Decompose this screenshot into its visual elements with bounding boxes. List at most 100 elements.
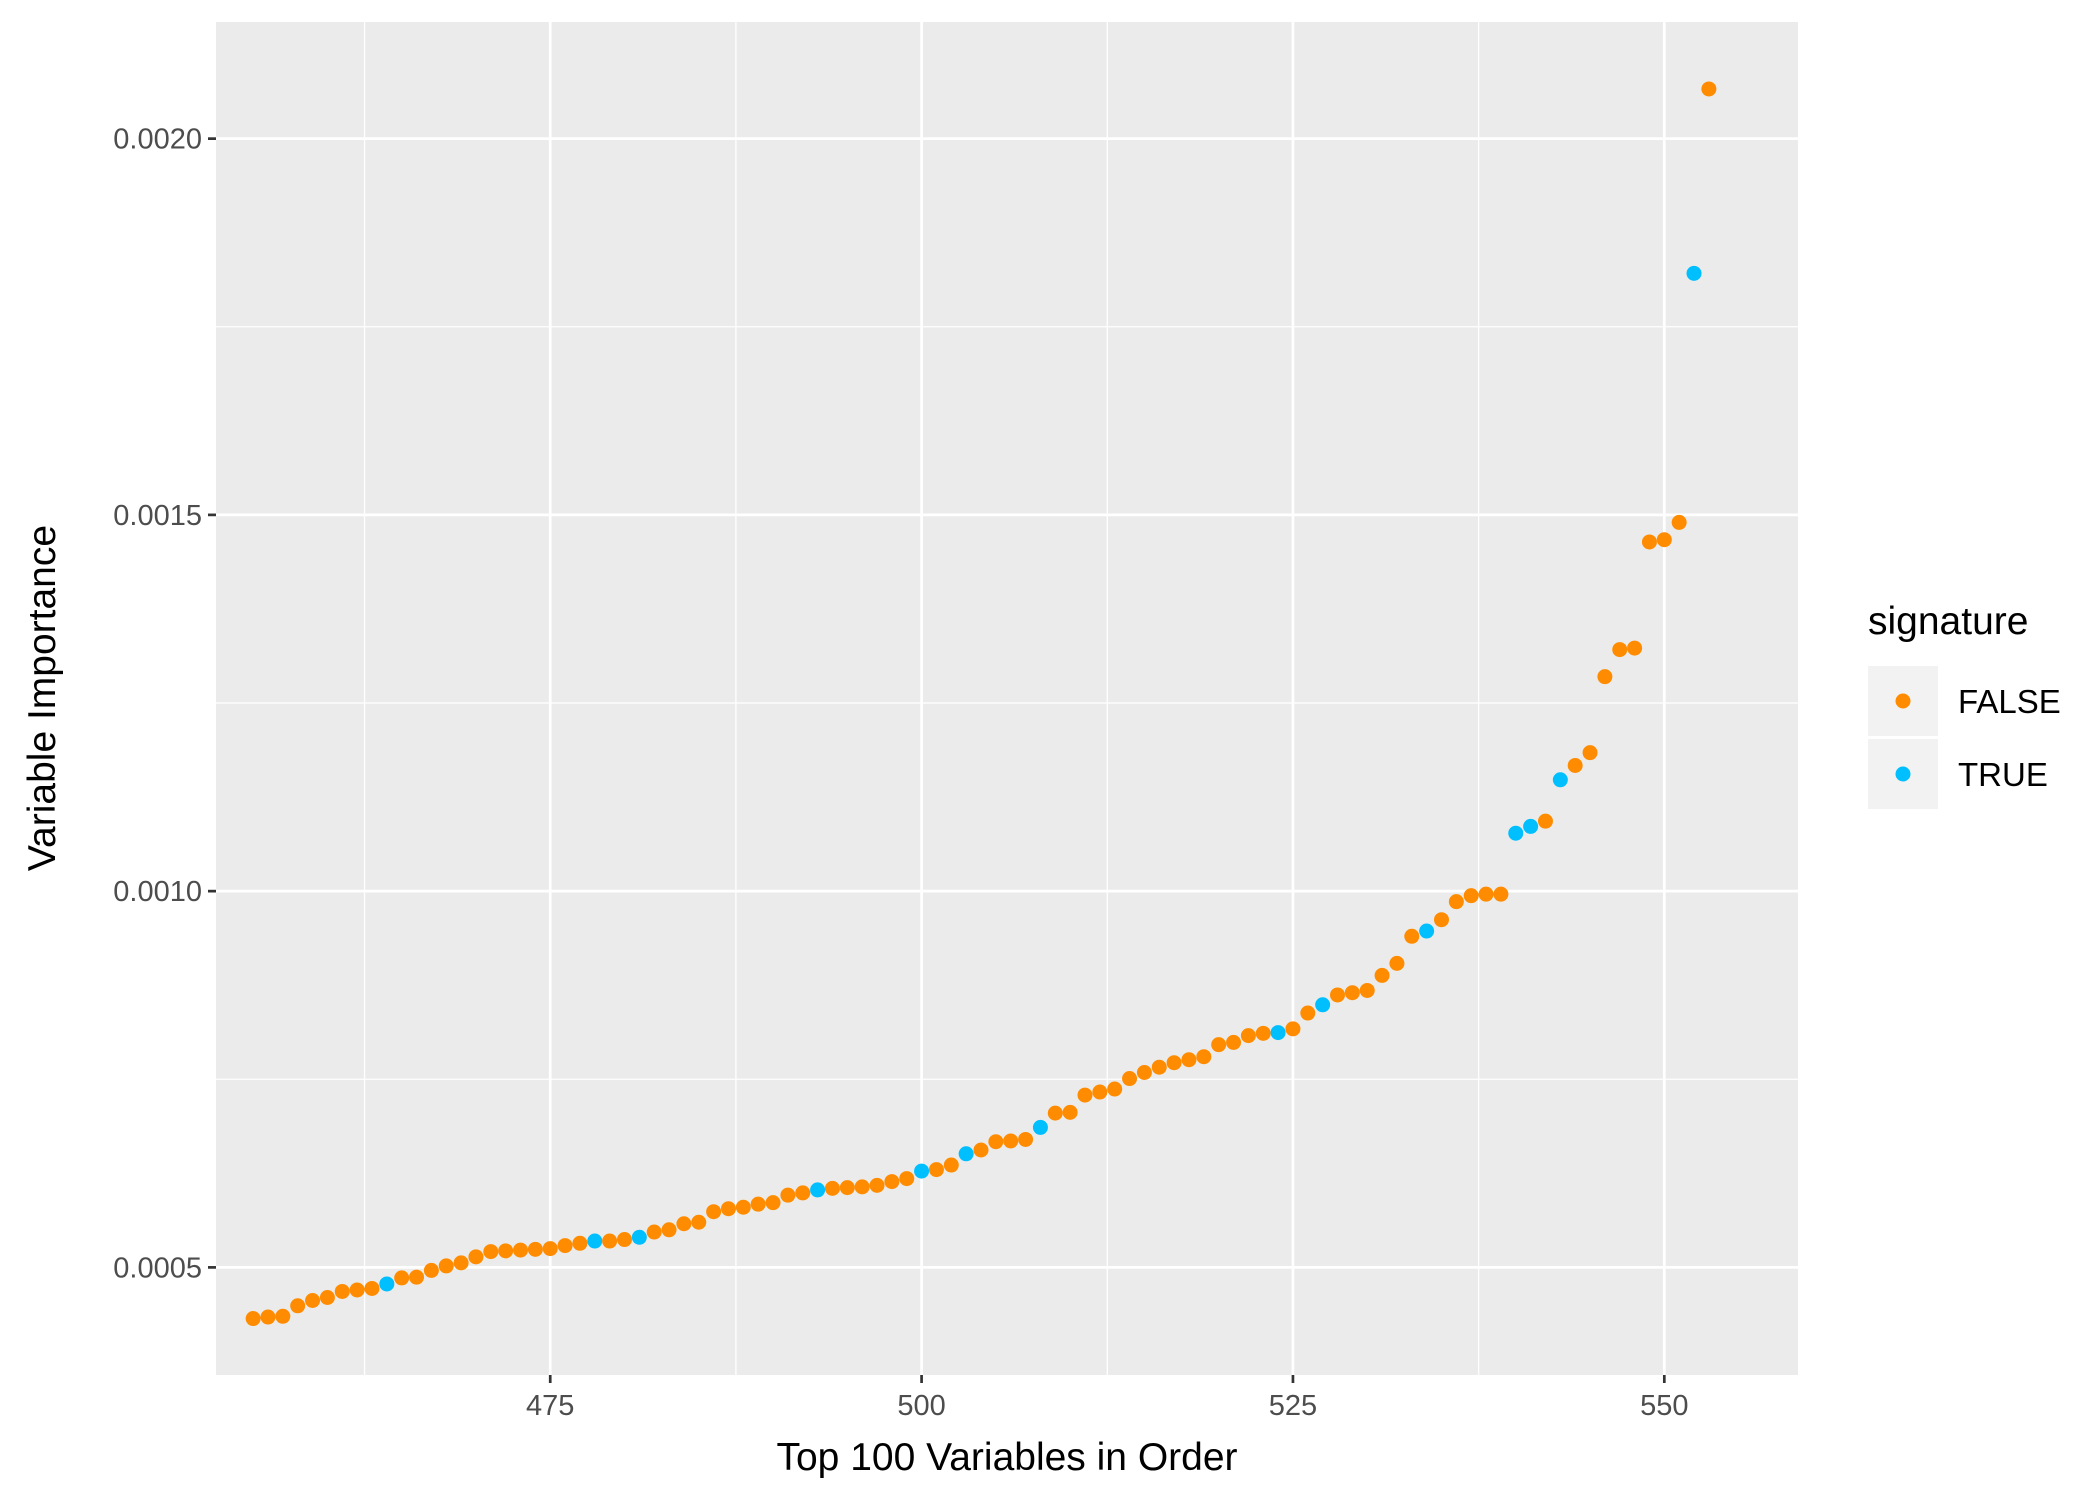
data-point-false <box>943 1157 959 1173</box>
data-point-false <box>1627 640 1643 656</box>
x-axis: 475 500 525 550 <box>526 1375 1689 1422</box>
data-point-false <box>1359 982 1375 998</box>
data-point-false <box>409 1269 425 1285</box>
legend-label-false: FALSE <box>1958 683 2061 720</box>
data-point-false <box>1463 888 1479 904</box>
data-point-false <box>260 1309 276 1325</box>
data-point-false <box>1374 967 1390 983</box>
data-point-false <box>1701 81 1717 97</box>
data-point-false <box>765 1195 781 1211</box>
data-points <box>245 81 1717 1327</box>
data-point-false <box>423 1262 439 1278</box>
data-point-false <box>542 1241 558 1257</box>
data-point-false <box>349 1282 365 1298</box>
data-point-false <box>884 1174 900 1190</box>
data-point-false <box>1478 886 1494 902</box>
y-tick-label: 0.0020 <box>113 124 202 156</box>
y-axis: 0.0005 0.0010 0.0015 0.0020 <box>113 124 216 1284</box>
data-point-true <box>587 1233 603 1249</box>
data-point-true <box>1686 265 1702 281</box>
data-point-false <box>1196 1049 1212 1065</box>
data-point-false <box>1582 745 1598 761</box>
data-point-false <box>854 1179 870 1195</box>
data-point-false <box>1344 985 1360 1001</box>
data-point-false <box>1641 534 1657 550</box>
data-point-false <box>1062 1104 1078 1120</box>
data-point-false <box>557 1238 573 1254</box>
data-point-false <box>780 1187 796 1203</box>
data-point-false <box>824 1180 840 1196</box>
data-point-false <box>1018 1131 1034 1147</box>
data-point-false <box>735 1199 751 1215</box>
data-point-false <box>1433 912 1449 928</box>
data-point-true <box>1508 825 1524 841</box>
data-point-false <box>616 1232 632 1248</box>
data-point-true <box>631 1229 647 1245</box>
data-point-true <box>914 1163 930 1179</box>
legend-marker-true <box>1895 766 1911 782</box>
data-point-false <box>676 1216 692 1232</box>
data-point-true <box>810 1182 826 1198</box>
data-point-false <box>869 1177 885 1193</box>
data-point-false <box>1537 813 1553 829</box>
data-point-true <box>1270 1025 1286 1041</box>
data-point-false <box>988 1134 1004 1150</box>
data-point-false <box>1567 757 1583 773</box>
data-point-false <box>1656 532 1672 548</box>
x-tick-label: 525 <box>1269 1390 1317 1422</box>
data-point-false <box>1300 1005 1316 1021</box>
data-point-true <box>1315 997 1331 1013</box>
data-point-false <box>1107 1081 1123 1097</box>
y-tick-label: 0.0015 <box>113 500 202 532</box>
data-point-true <box>1419 923 1435 939</box>
data-point-false <box>602 1233 618 1249</box>
data-point-true <box>1523 818 1539 834</box>
data-point-false <box>839 1180 855 1196</box>
data-point-false <box>394 1270 410 1286</box>
data-point-false <box>646 1224 662 1240</box>
data-point-false <box>319 1289 335 1305</box>
legend-marker-false <box>1895 693 1911 709</box>
x-tick-label: 500 <box>897 1390 945 1422</box>
data-point-false <box>1166 1055 1182 1071</box>
data-point-false <box>1389 955 1405 971</box>
legend-title: signature <box>1868 600 2028 643</box>
data-point-false <box>1092 1084 1108 1100</box>
data-point-false <box>973 1142 989 1158</box>
data-point-false <box>527 1241 543 1257</box>
data-point-false <box>750 1196 766 1212</box>
data-point-false <box>1226 1034 1242 1050</box>
data-point-false <box>1003 1133 1019 1149</box>
data-point-true <box>1032 1119 1048 1135</box>
data-point-false <box>1448 894 1464 910</box>
x-axis-title: Top 100 Variables in Order <box>776 1436 1237 1479</box>
x-tick-label: 550 <box>1640 1390 1688 1422</box>
data-point-false <box>275 1308 291 1324</box>
data-point-false <box>1671 514 1687 530</box>
data-point-false <box>245 1311 261 1327</box>
data-point-false <box>513 1242 529 1258</box>
data-point-false <box>483 1244 499 1260</box>
data-point-false <box>1612 642 1628 658</box>
data-point-false <box>720 1201 736 1217</box>
y-axis-title: Variable Importance <box>21 525 64 871</box>
data-point-false <box>453 1255 469 1271</box>
data-point-false <box>706 1204 722 1220</box>
data-point-false <box>928 1162 944 1178</box>
data-point-true <box>1552 772 1568 788</box>
data-point-false <box>1285 1021 1301 1037</box>
data-point-false <box>1122 1071 1138 1087</box>
data-point-false <box>1330 987 1346 1003</box>
data-point-false <box>305 1293 321 1309</box>
data-point-false <box>572 1235 588 1251</box>
data-point-false <box>1151 1059 1167 1075</box>
data-point-true <box>958 1146 974 1162</box>
data-point-false <box>438 1258 454 1274</box>
data-point-false <box>691 1214 707 1230</box>
data-point-false <box>364 1280 380 1296</box>
data-point-true <box>379 1276 395 1292</box>
data-point-false <box>1136 1064 1152 1080</box>
data-point-false <box>1255 1025 1271 1041</box>
data-point-false <box>1211 1037 1227 1053</box>
